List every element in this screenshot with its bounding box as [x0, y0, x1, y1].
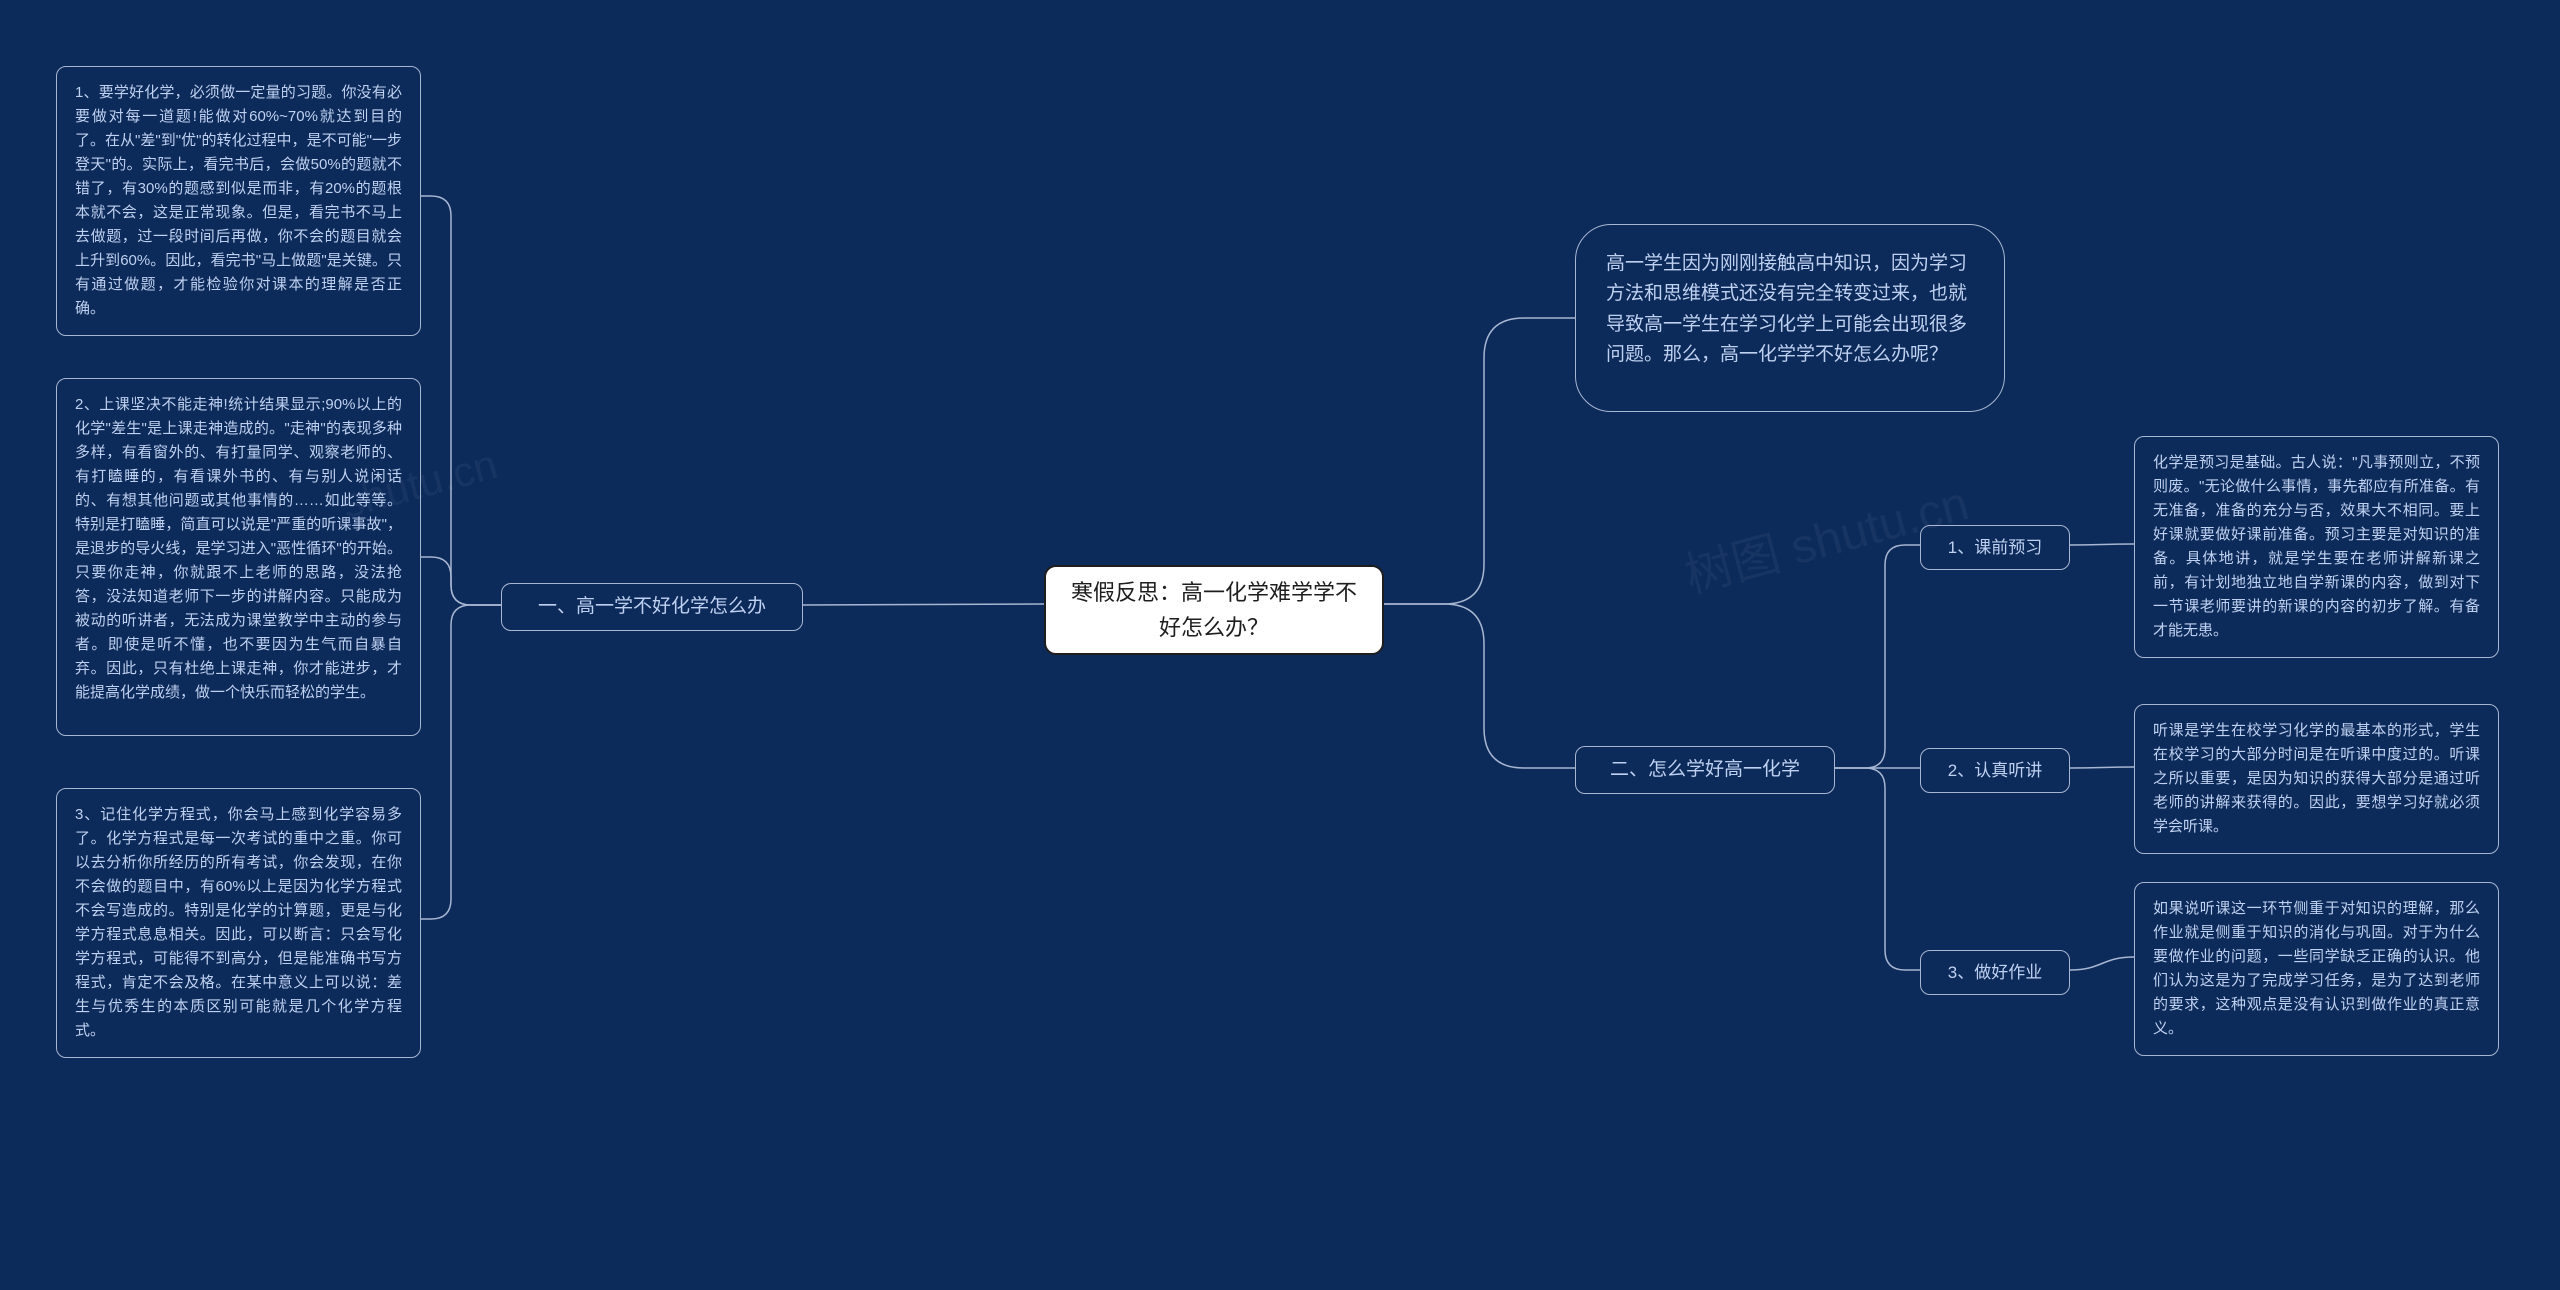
section1-child-2-text: 2、上课坚决不能走神!统计结果显示;90%以上的化学"差生"是上课走神造成的。"… — [75, 396, 402, 701]
section2-child-1-body[interactable]: 化学是预习是基础。古人说："凡事预则立，不预则废。"无论做什么事情，事先都应有所… — [2134, 436, 2499, 658]
section1-child-1-text: 1、要学好化学，必须做一定量的习题。你没有必要做对每一道题!能做对60%~70%… — [75, 84, 402, 317]
root-node-label: 寒假反思：高一化学难学学不好怎么办？ — [1064, 575, 1364, 645]
section1-child-3[interactable]: 3、记住化学方程式，你会马上感到化学容易多了。化学方程式是每一次考试的重中之重。… — [56, 788, 421, 1058]
section2-child-3-title[interactable]: 3、做好作业 — [1920, 950, 2070, 995]
intro-node[interactable]: 高一学生因为刚刚接触高中知识，因为学习方法和思维模式还没有完全转变过来，也就导致… — [1575, 224, 2005, 412]
section2-child-1-title[interactable]: 1、课前预习 — [1920, 525, 2070, 570]
section2-child-2-title[interactable]: 2、认真听讲 — [1920, 748, 2070, 793]
root-node[interactable]: 寒假反思：高一化学难学学不好怎么办？ — [1044, 565, 1384, 655]
section1-child-3-text: 3、记住化学方程式，你会马上感到化学容易多了。化学方程式是每一次考试的重中之重。… — [75, 806, 402, 1039]
section1-child-2[interactable]: 2、上课坚决不能走神!统计结果显示;90%以上的化学"差生"是上课走神造成的。"… — [56, 378, 421, 736]
section2-label: 二、怎么学好高一化学 — [1610, 755, 1800, 785]
section2-child-3-title-text: 3、做好作业 — [1948, 959, 2042, 986]
section1-label: 一、高一学不好化学怎么办 — [538, 592, 766, 622]
section1-node[interactable]: 一、高一学不好化学怎么办 — [501, 583, 803, 631]
section2-child-2-body[interactable]: 听课是学生在校学习化学的最基本的形式，学生在校学习的大部分时间是在听课中度过的。… — [2134, 704, 2499, 854]
section2-child-1-title-text: 1、课前预习 — [1948, 534, 2042, 561]
section2-child-2-body-text: 听课是学生在校学习化学的最基本的形式，学生在校学习的大部分时间是在听课中度过的。… — [2153, 722, 2480, 835]
mindmap-canvas: shutu.cn 树图 shutu.cn 寒假反思：高一化学难学学不好怎么办？ … — [0, 0, 2560, 1290]
section2-node[interactable]: 二、怎么学好高一化学 — [1575, 746, 1835, 794]
section2-child-3-body[interactable]: 如果说听课这一环节侧重于对知识的理解，那么作业就是侧重于知识的消化与巩固。对于为… — [2134, 882, 2499, 1056]
section2-child-1-body-text: 化学是预习是基础。古人说："凡事预则立，不预则废。"无论做什么事情，事先都应有所… — [2153, 454, 2480, 639]
section2-child-3-body-text: 如果说听课这一环节侧重于对知识的理解，那么作业就是侧重于知识的消化与巩固。对于为… — [2153, 900, 2480, 1037]
section1-child-1[interactable]: 1、要学好化学，必须做一定量的习题。你没有必要做对每一道题!能做对60%~70%… — [56, 66, 421, 336]
intro-node-text: 高一学生因为刚刚接触高中知识，因为学习方法和思维模式还没有完全转变过来，也就导致… — [1606, 253, 1967, 365]
section2-child-2-title-text: 2、认真听讲 — [1948, 757, 2042, 784]
